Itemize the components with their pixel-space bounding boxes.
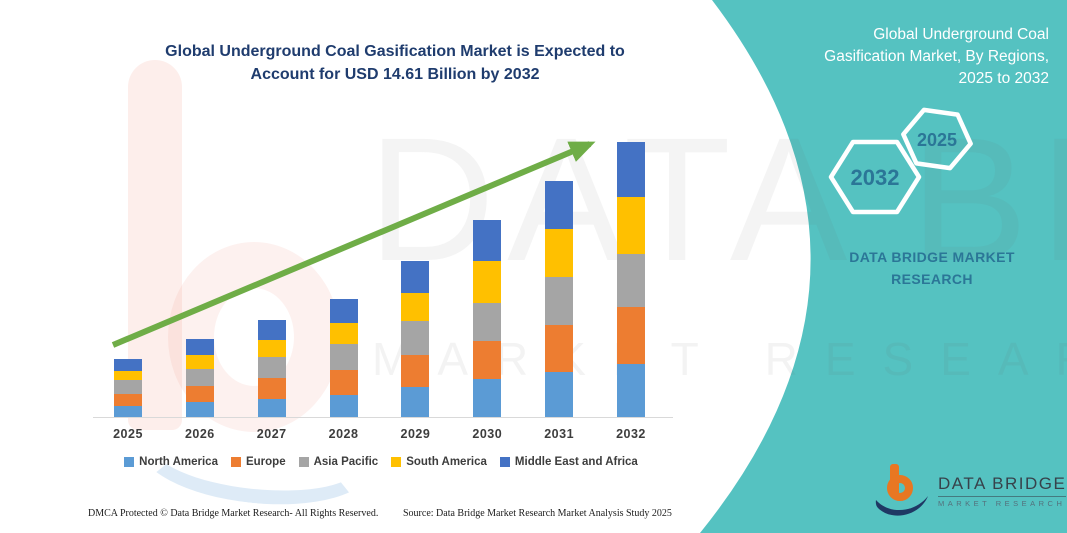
x-axis-line	[93, 417, 673, 418]
bar-segment	[545, 372, 574, 417]
brand-name-text: DATA BRIDGE MARKET RESEARCH	[822, 246, 1042, 290]
x-axis-label: 2032	[616, 427, 646, 441]
brand-name-line1: DATA BRIDGE MARKET	[849, 249, 1015, 265]
legend-label: North America	[139, 456, 218, 468]
legend-swatch	[124, 457, 135, 467]
bar-segment	[185, 385, 214, 403]
bar-segment	[114, 370, 142, 380]
bar-segment	[329, 369, 358, 395]
legend-item: Europe	[230, 456, 286, 468]
bar-segment	[114, 405, 142, 417]
side-panel-title-line2: Gasification Market, By Regions,	[824, 48, 1049, 65]
hexagon-2032-outline	[828, 139, 922, 215]
dbmr-logo-text: DATA BRIDGE MARKET RESEARCH	[938, 474, 1067, 508]
logo-name: DATA BRIDGE	[938, 474, 1067, 493]
hexagon-2025-outline	[901, 107, 973, 171]
hexagon-2025-label: 2025	[917, 130, 957, 150]
x-axis-label: 2029	[400, 427, 431, 441]
legend-label: Middle East and Africa	[514, 456, 638, 468]
x-axis-label: 2031	[544, 427, 575, 441]
side-panel-title-line1: Global Underground Coal	[873, 26, 1049, 43]
bar-segment	[114, 393, 142, 406]
bar-segment	[473, 379, 502, 417]
bar-segment	[616, 197, 645, 255]
dbmr-logo: DATA BRIDGE MARKET RESEARCH	[872, 462, 1067, 520]
legend-item: Asia Pacific	[298, 456, 379, 468]
x-axis-label: 2028	[328, 427, 359, 441]
bar-segment	[329, 343, 358, 370]
bar-segment	[257, 398, 286, 417]
bar-segment	[257, 378, 286, 399]
hexagon-2032-label: 2032	[851, 165, 900, 190]
dbmr-logo-icon	[875, 464, 928, 516]
legend-item: Middle East and Africa	[499, 456, 638, 468]
legend-swatch	[298, 457, 309, 467]
bar-segment	[401, 387, 430, 417]
bar-segment	[616, 254, 645, 308]
x-axis-label: 2027	[256, 427, 287, 441]
legend-swatch	[391, 457, 402, 467]
bar-segment	[329, 394, 358, 417]
bar-segment	[616, 364, 645, 417]
bar-segment	[114, 359, 142, 371]
bar-segment	[616, 142, 645, 198]
bar-segment	[185, 368, 214, 386]
legend-swatch	[499, 457, 510, 467]
chart-title-line2: Account for USD 14.61 Billion by 2032	[250, 66, 540, 83]
legend-item: South America	[391, 456, 487, 468]
footer-dmca-text: DMCA Protected © Data Bridge Market Rese…	[88, 508, 379, 519]
bar-segment	[185, 402, 214, 417]
legend-label: Asia Pacific	[313, 456, 379, 468]
bar-segment	[185, 354, 214, 369]
legend-swatch	[230, 457, 241, 467]
bar-segment	[257, 357, 286, 379]
chart-legend: North America Europe Asia Pacific South Ame…	[75, 456, 687, 468]
logo-subtitle: MARKET RESEARCH	[938, 499, 1066, 508]
chart-title-line1: Global Underground Coal Gasification Mar…	[165, 43, 625, 60]
footer-source-text: Source: Data Bridge Market Research Mark…	[403, 508, 672, 519]
side-panel-title-line3: 2025 to 2032	[958, 70, 1049, 87]
legend-item: North America	[124, 456, 218, 468]
bar-segment	[114, 379, 142, 394]
logo-divider	[938, 496, 1067, 497]
chart-title: Global Underground Coal Gasification Mar…	[95, 40, 695, 86]
x-axis-label: 2026	[184, 427, 215, 441]
bar-segment	[401, 354, 430, 388]
x-axis-label: 2025	[113, 427, 143, 441]
legend-label: Europe	[245, 456, 286, 468]
legend-label: South America	[406, 456, 487, 468]
bar-segment	[616, 307, 645, 365]
brand-name-line2: RESEARCH	[891, 271, 973, 287]
x-axis-label: 2030	[472, 427, 503, 441]
side-panel-title: Global Underground Coal Gasification Mar…	[729, 24, 1049, 90]
